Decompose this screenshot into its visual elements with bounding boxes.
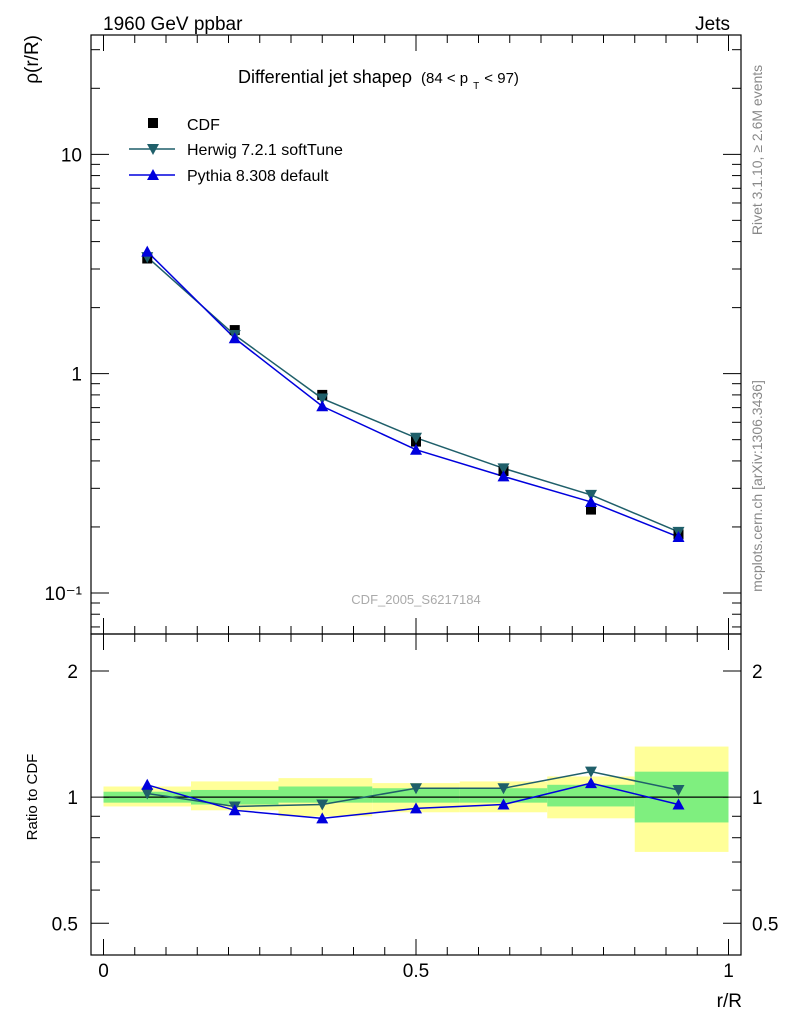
data-point-series-2: [316, 400, 329, 412]
ratio-tick-label-left: 1: [67, 788, 78, 809]
legend-pythia-marker: [147, 169, 159, 180]
x-tick-label: 0.5: [403, 961, 429, 982]
chart-title-main: Differential jet shapeρ: [238, 67, 412, 87]
ratio-point-series-1: [497, 798, 510, 810]
data-point-series-2: [497, 470, 510, 482]
series-lines: [146, 251, 679, 820]
rivet-label: Rivet 3.1.10, ≥ 2.6M events: [749, 65, 765, 235]
mcplots-label: mcplots.cern.ch [arXiv:1306.3436]: [749, 380, 765, 592]
ratio-point-series-1: [228, 804, 241, 816]
series-line-2: [146, 251, 679, 538]
ratio-point-series-1: [141, 778, 154, 790]
legend-herwig-marker: [147, 144, 159, 155]
stat-uncertainty-band-2: [278, 786, 373, 803]
series-line-1: [146, 256, 679, 533]
x-axis-label: r/R: [717, 991, 742, 1012]
data-point-series-1: [585, 489, 597, 501]
legend-herwig-label: Herwig 7.2.1 softTune: [187, 142, 343, 159]
chart-title-subscript: T: [473, 81, 479, 92]
legend-cdf-label: CDF: [187, 117, 220, 134]
legend-cdf-marker: [148, 118, 158, 128]
y-tick-label: 10: [61, 145, 82, 166]
data-point-series-2: [585, 495, 597, 507]
ratio-tick-label-right: 2: [752, 662, 763, 683]
ratio-point-series-1: [316, 812, 329, 824]
chart-title: Differential jet shapeρ (84 < p T < 97): [238, 67, 519, 93]
ratio-y-axis-label: Ratio to CDF: [24, 754, 41, 841]
ratio-tick-label-left: 2: [67, 662, 78, 683]
ratio-point-series-1: [672, 798, 685, 810]
y-tick-label: 10⁻¹: [45, 584, 83, 605]
x-tick-label: 1: [723, 961, 734, 982]
data-point-series-1: [316, 393, 329, 405]
ratio-tick-label-right: 1: [752, 788, 763, 809]
analysis-watermark: CDF_2005_S6217184: [351, 592, 480, 607]
ratio-point-series-1: [585, 777, 597, 789]
x-tick-label: 0: [98, 961, 109, 982]
ratio-point-series-0: [497, 783, 510, 795]
ratio-point-series-1: [410, 802, 422, 814]
data-point-series-2: [141, 245, 154, 257]
data-point-series-0: [586, 504, 596, 515]
chart-title-end: < 97): [484, 70, 519, 87]
ratio-point-series-0: [410, 783, 422, 795]
upper-y-axis-label: ρ(r/R): [22, 35, 43, 84]
data-point-series-1: [497, 463, 510, 475]
header-left: 1960 GeV ppbar: [103, 14, 243, 35]
stat-uncertainty-band-5: [547, 784, 635, 807]
y-tick-label: 1: [71, 365, 82, 386]
legend-pythia-label: Pythia 8.308 default: [187, 168, 329, 185]
chart-title-suffix: (84 < p: [421, 70, 468, 87]
data-point-series-1: [410, 432, 422, 444]
ratio-tick-label-right: 0.5: [752, 914, 778, 935]
header-right: Jets: [695, 14, 730, 35]
ratio-point-series-0: [316, 799, 329, 811]
data-markers: [141, 245, 685, 824]
data-point-series-2: [228, 332, 241, 344]
data-point-series-2: [410, 443, 422, 455]
data-point-series-2: [672, 530, 685, 542]
ratio-tick-label-left: 0.5: [52, 914, 78, 935]
ratio-point-series-0: [141, 788, 154, 800]
axis-ticks: 0 0.5 1 10 1 10⁻¹ 2 2 1 1 0.5 0.5: [45, 35, 778, 982]
ratio-point-series-0: [672, 784, 685, 796]
legend: CDF Herwig 7.2.1 softTune Pythia 8.308 d…: [129, 117, 343, 185]
ratio-point-series-0: [585, 766, 597, 778]
